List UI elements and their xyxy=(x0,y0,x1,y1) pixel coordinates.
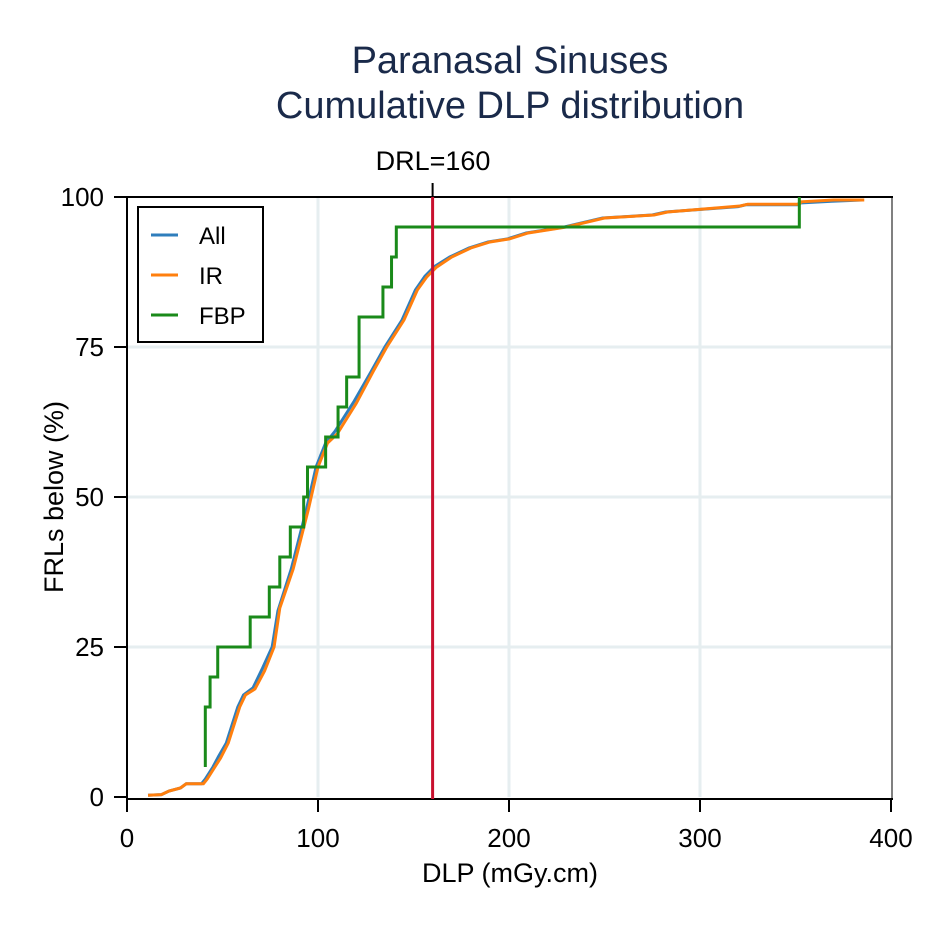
x-tick-label: 100 xyxy=(296,823,339,853)
x-tick-label: 200 xyxy=(487,823,530,853)
drl-label: DRL=160 xyxy=(376,146,491,176)
y-tick-label: 100 xyxy=(61,182,104,212)
series-line-fbp xyxy=(203,197,801,767)
series-group xyxy=(147,197,865,799)
y-tick-label: 0 xyxy=(90,782,104,812)
chart-title-line1: Paranasal Sinuses xyxy=(352,40,669,82)
legend-label-fbp: FBP xyxy=(199,303,246,330)
legend-label-ir: IR xyxy=(199,263,223,290)
gridlines xyxy=(127,197,891,797)
chart-title-line2: Cumulative DLP distribution xyxy=(276,85,744,127)
series-line-ir xyxy=(147,198,865,797)
y-tick-label: 75 xyxy=(75,332,104,362)
y-tick-label: 25 xyxy=(75,632,104,662)
y-axis-label: FRLs below (%) xyxy=(39,401,69,593)
axes: 0 100 200 300 400 0 25 50 75 100 xyxy=(61,182,913,853)
x-tick-label: 0 xyxy=(120,823,134,853)
legend-label-all: All xyxy=(199,223,226,250)
x-tick-label: 300 xyxy=(678,823,721,853)
y-tick-label: 50 xyxy=(75,482,104,512)
x-tick-label: 400 xyxy=(869,823,912,853)
legend: All IR FBP xyxy=(137,206,264,343)
x-axis-label: DLP (mGy.cm) xyxy=(422,858,598,888)
